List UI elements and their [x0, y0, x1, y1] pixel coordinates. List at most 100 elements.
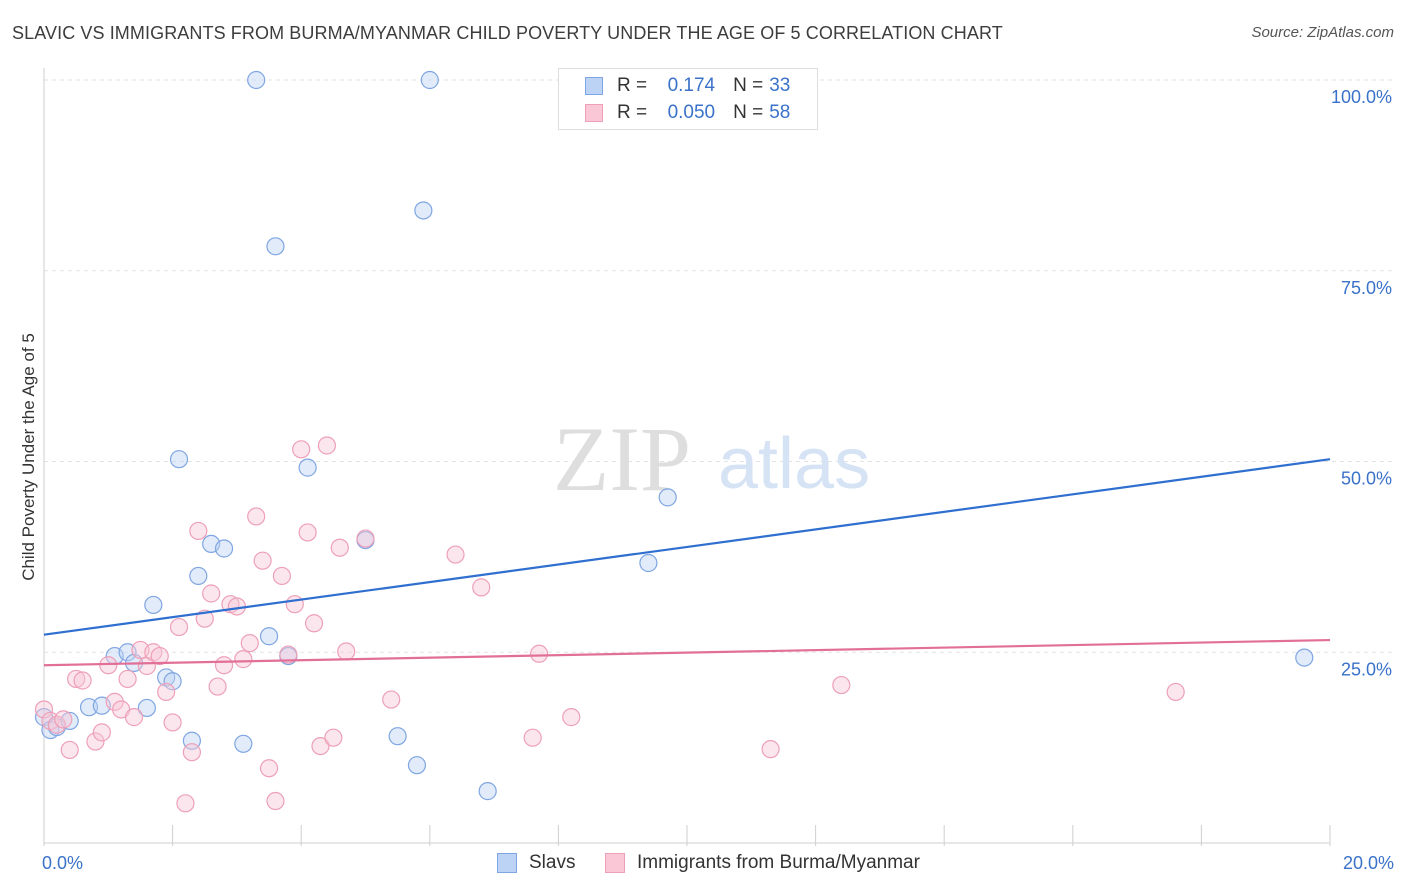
slavs-point [639, 553, 658, 573]
series-label-burma: Immigrants from Burma/Myanmar [637, 852, 920, 873]
slavs-point [414, 201, 433, 220]
data-points [34, 70, 1314, 813]
series-swatch-burma [605, 853, 625, 873]
legend-n-value: 58 [769, 102, 791, 123]
legend-r-value: 0.174 [667, 75, 716, 96]
burma-point [208, 677, 227, 696]
x-tick-label-max: 20.0% [1343, 853, 1394, 873]
series-legend: Slavs Immigrants from Burma/Myanmar [0, 852, 1406, 876]
slavs-point [658, 488, 677, 507]
burma-point [202, 584, 221, 603]
slavs-point [144, 595, 163, 615]
burma-point [60, 740, 79, 760]
legend-swatch-slavs [585, 77, 603, 95]
burma-point [67, 669, 86, 689]
watermark: ZIP atlas [553, 408, 870, 510]
burma-point [253, 551, 272, 570]
series-label-slavs: Slavs [529, 852, 576, 873]
burma-point [317, 436, 337, 455]
chart-title: SLAVIC VS IMMIGRANTS FROM BURMA/MYANMAR … [12, 23, 1003, 43]
chart-source: Source: ZipAtlas.com [1251, 24, 1394, 41]
y-tick-label: 25.0% [1341, 659, 1392, 679]
burma-point [247, 507, 266, 526]
grid-lines [44, 79, 1392, 653]
correlation-legend: R = 0.174 N = 33 R = 0.050 N = 58 [558, 68, 818, 130]
burma-point [324, 728, 343, 747]
slavs-point [214, 539, 234, 558]
legend-r-value: 0.050 [667, 102, 716, 123]
slavs-point [247, 70, 266, 90]
burma-point [266, 791, 285, 811]
burma-point [330, 538, 349, 557]
legend-row-burma: R = 0.050 N = 58 [585, 100, 790, 126]
watermark-zip: ZIP [553, 408, 691, 510]
burma-point [272, 566, 292, 586]
burma-point [150, 646, 169, 666]
burma-point [99, 656, 118, 675]
burma-point [259, 759, 279, 778]
burma-point [292, 440, 311, 459]
burma-point [182, 743, 201, 762]
burma-point [176, 794, 195, 813]
legend-row-slavs: R = 0.174 N = 33 [585, 73, 790, 99]
slavs-point [407, 756, 427, 775]
axes [43, 68, 1331, 846]
slavs-point [1295, 648, 1314, 667]
burma-point [562, 708, 581, 727]
legend-n-label: N = [733, 102, 764, 123]
burma-point [124, 708, 144, 727]
burma-point [240, 633, 259, 653]
legend-swatch-burma [585, 104, 603, 122]
y-tick-label: 75.0% [1341, 278, 1392, 298]
burma-point [73, 671, 92, 690]
tick-labels: 100.0% 75.0% 50.0% 25.0% 0.0% 20.0% [42, 87, 1394, 873]
slavs-point [266, 237, 285, 256]
burma-point [105, 692, 124, 711]
burma-point [86, 732, 105, 751]
series-swatch-slavs [497, 853, 517, 873]
burma-point [285, 595, 304, 614]
slavs-point [478, 782, 497, 801]
y-tick-label: 100.0% [1331, 87, 1392, 107]
burma-point [169, 617, 189, 637]
burma-point [298, 523, 317, 542]
slavs-point [388, 727, 407, 746]
burma-point [234, 650, 253, 669]
legend-r-label: R = [617, 75, 648, 96]
slavs-point [169, 450, 189, 469]
slavs-point [189, 566, 208, 586]
slavs-point [298, 458, 317, 477]
burma-point [118, 669, 137, 689]
burma-point [337, 642, 356, 661]
burma-point [163, 713, 182, 732]
legend-n-label: N = [733, 75, 764, 96]
burma-point [34, 700, 54, 719]
burma-point [304, 614, 324, 633]
y-tick-label: 50.0% [1341, 469, 1392, 489]
burma-point [472, 578, 491, 597]
burma-point [92, 723, 111, 742]
legend-r-label: R = [617, 102, 648, 123]
burma-point [189, 521, 208, 541]
watermark-atlas: atlas [718, 424, 870, 504]
legend-n-value: 33 [769, 75, 791, 96]
slavs-point [163, 672, 182, 691]
x-tick-label-min: 0.0% [42, 853, 83, 873]
burma-point [311, 736, 330, 756]
slavs-point [234, 734, 253, 753]
burma-point [523, 728, 542, 747]
burma-point [382, 690, 401, 709]
slavs-point [259, 627, 279, 646]
trend-lines [43, 458, 1331, 667]
burma-point [54, 710, 73, 729]
burma-point [530, 644, 549, 663]
burma-point [446, 545, 465, 564]
burma-point [832, 675, 851, 695]
series-legend-burma[interactable]: Immigrants from Burma/Myanmar [605, 852, 920, 874]
burma-point [1166, 682, 1185, 702]
slavs-trend-line [43, 458, 1331, 636]
burma-trend-line [43, 638, 1331, 667]
burma-point [761, 740, 780, 759]
series-legend-slavs[interactable]: Slavs [497, 852, 575, 874]
burma-point [279, 645, 298, 664]
